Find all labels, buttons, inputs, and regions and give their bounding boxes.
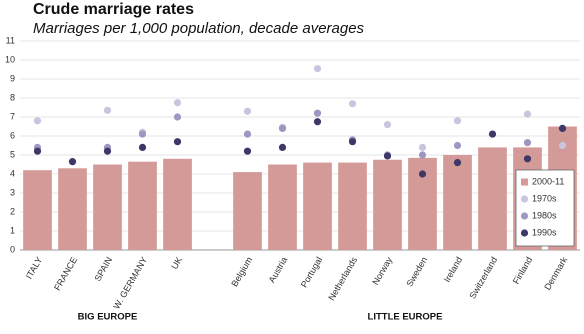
- dot: [138, 130, 147, 138]
- dot: [278, 124, 287, 132]
- dot: [313, 64, 322, 73]
- dot: [313, 118, 322, 126]
- legend-label: 1980s: [532, 210, 557, 220]
- x-tick-label: ITALY: [24, 255, 45, 281]
- dot: [418, 151, 427, 159]
- dot: [313, 109, 322, 117]
- x-tick-label: W. GERMANY: [111, 255, 149, 311]
- x-tick-label: Netherlands: [326, 255, 359, 302]
- legend-swatch: [520, 229, 529, 237]
- dot: [383, 152, 392, 160]
- bar: [128, 161, 157, 250]
- dot: [348, 138, 357, 146]
- dot: [523, 110, 532, 118]
- y-tick-label: 11: [6, 35, 15, 45]
- y-tick-label: 5: [10, 149, 15, 159]
- legend-swatch: [521, 178, 528, 186]
- dot: [558, 141, 567, 150]
- legend-swatch: [520, 212, 529, 220]
- dot: [173, 113, 182, 121]
- x-tick-label: UK: [169, 255, 184, 271]
- dot: [173, 99, 182, 107]
- group-label: LITTLE EUROPE: [368, 312, 443, 323]
- bar: [478, 147, 507, 250]
- dot: [33, 117, 42, 125]
- dot: [348, 100, 357, 108]
- bar: [233, 172, 262, 250]
- dot: [103, 106, 112, 114]
- dot: [453, 117, 462, 125]
- dot: [103, 147, 112, 155]
- x-tick-label: Ireland: [442, 255, 464, 284]
- bar: [268, 164, 297, 250]
- y-tick-label: 2: [10, 206, 15, 216]
- y-tick-label: 10: [5, 54, 15, 64]
- x-tick-label: Sweden: [404, 255, 429, 288]
- dot: [558, 124, 567, 132]
- x-tick-label: SPAIN: [92, 255, 114, 283]
- y-tick-label: 0: [10, 244, 15, 254]
- dot: [523, 155, 532, 163]
- dot: [453, 141, 462, 150]
- chart-title: Crude marriage rates: [33, 1, 194, 18]
- dot: [68, 158, 77, 166]
- x-tick-label: Switzerland: [467, 255, 499, 300]
- x-tick-label: Belgium: [229, 255, 254, 288]
- dot: [243, 130, 252, 138]
- x-tick-label: Denmark: [542, 255, 569, 292]
- y-tick-label: 6: [10, 130, 15, 140]
- legend-label: 1970s: [532, 193, 557, 203]
- legend-swatch: [520, 195, 529, 203]
- dot: [243, 147, 252, 155]
- y-tick-label: 8: [10, 92, 15, 102]
- bar: [338, 162, 367, 250]
- group-label: BIG EUROPE: [78, 312, 138, 323]
- bar: [23, 170, 52, 250]
- y-tick-label: 9: [10, 73, 15, 83]
- y-tick-label: 7: [10, 111, 15, 121]
- y-tick-label: 1: [10, 225, 15, 235]
- y-tick-label: 4: [10, 168, 15, 178]
- dot: [453, 159, 462, 167]
- dot: [243, 107, 252, 115]
- dot: [488, 130, 497, 138]
- dot: [173, 138, 182, 146]
- bar: [93, 164, 122, 250]
- dot: [278, 143, 287, 151]
- bar: [163, 158, 192, 250]
- x-tick-label: Portugal: [299, 255, 324, 289]
- dot: [418, 143, 427, 151]
- dot: [33, 147, 42, 155]
- bar: [373, 159, 402, 250]
- bar: [58, 168, 87, 250]
- legend-label: 2000-11: [532, 176, 564, 186]
- legend-label: 1990s: [532, 227, 557, 237]
- dot: [523, 139, 532, 147]
- dot: [383, 121, 392, 129]
- y-tick-label: 3: [10, 187, 15, 197]
- chart-subtitle: Marriages per 1,000 population, decade a…: [33, 20, 365, 37]
- bar: [303, 162, 332, 250]
- x-tick-label: FRANCE: [52, 255, 79, 292]
- x-tick-label: Austria: [267, 255, 290, 284]
- x-tick-label: Finland: [511, 255, 534, 286]
- dot: [138, 143, 147, 151]
- dot: [418, 170, 427, 178]
- x-tick-label: Norway: [370, 255, 394, 287]
- bar: [443, 155, 472, 250]
- legend: 2000-11 1970s 1980s 1990s: [515, 169, 575, 247]
